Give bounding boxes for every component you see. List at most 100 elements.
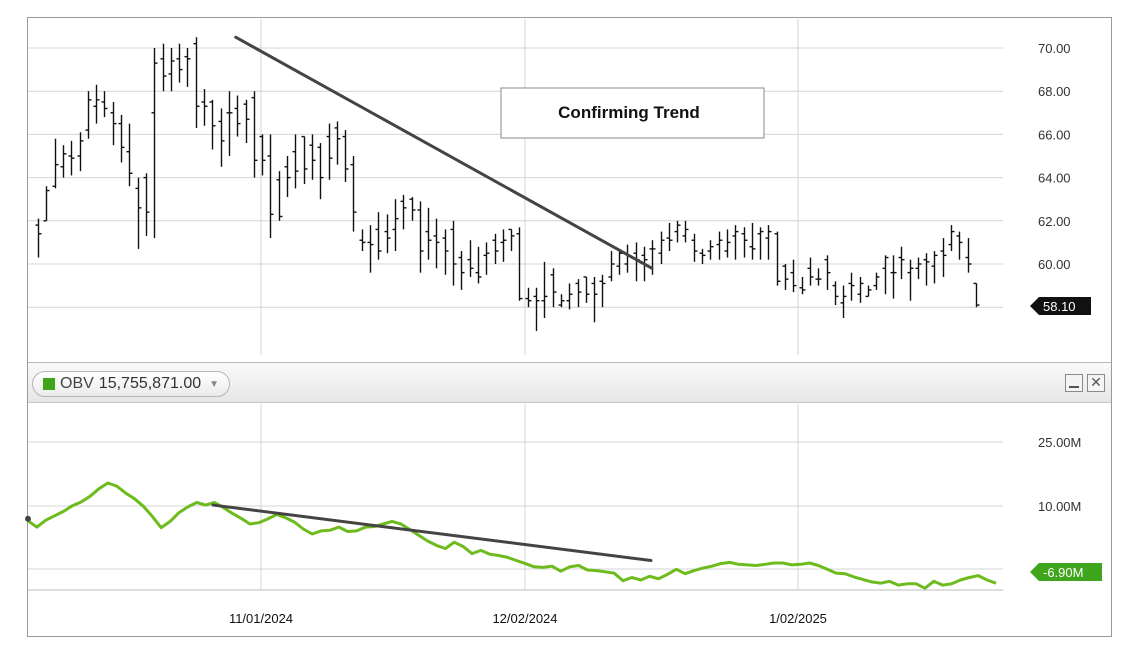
obv-start-marker [25, 515, 31, 522]
indicator-name: OBV [60, 375, 94, 392]
ohlc-bar [135, 177, 142, 249]
ohlc-bar [624, 244, 631, 273]
price-badge-shape [1030, 297, 1091, 315]
ohlc-bar [201, 89, 208, 126]
ohlc-bar [608, 251, 615, 282]
ohlc-bar [790, 259, 797, 293]
ohlc-bar [807, 257, 814, 286]
ohlc-bar [334, 121, 341, 165]
ohlc-bar [251, 91, 258, 178]
ohlc-bar [176, 43, 183, 83]
price-tick-label: 66.00 [1038, 127, 1071, 142]
ohlc-bar [674, 220, 681, 243]
ohlc-bar [815, 268, 822, 286]
ohlc-bar [60, 145, 67, 178]
obv-trendline [211, 503, 653, 562]
ohlc-bar [350, 156, 357, 232]
ohlc-bar [417, 201, 424, 273]
ohlc-bar [458, 251, 465, 290]
ohlc-bar [101, 91, 108, 118]
ohlc-bar [525, 287, 532, 308]
ohlc-bar [508, 228, 515, 252]
price-tick-label: 62.00 [1038, 214, 1071, 229]
ohlc-bar [682, 220, 689, 243]
ohlc-bar [309, 134, 316, 180]
price-axis: 60.00 62.00 64.00 66.00 68.00 70.00 [1038, 41, 1071, 272]
minimize-icon[interactable] [1065, 374, 1083, 392]
ohlc-bar [965, 238, 972, 273]
ohlc-bar [799, 276, 806, 295]
obv-badge-shape [1030, 563, 1102, 581]
ohlc-bar [749, 222, 756, 260]
ohlc-bar [890, 255, 897, 299]
ohlc-bar [160, 43, 167, 92]
ohlc-bar [699, 248, 706, 264]
price-tick-label: 60.00 [1038, 257, 1071, 272]
ohlc-bar [956, 231, 963, 260]
ohlc-bar [184, 48, 191, 87]
price-last-label: 58.10 [1043, 299, 1076, 314]
ohlc-bar [898, 246, 905, 280]
obv-last-badge: -6.90M [1030, 563, 1102, 581]
ohlc-bar [292, 134, 299, 189]
ohlc-bar [93, 84, 100, 124]
price-tick-label: 70.00 [1038, 41, 1071, 56]
ohlc-bar [52, 138, 59, 189]
x-tick-label: 12/02/2024 [492, 611, 557, 626]
ohlc-bar [392, 199, 399, 252]
ohlc-bar [68, 140, 75, 176]
ohlc-bar [301, 135, 308, 185]
ohlc-bar [475, 246, 482, 284]
ohlc-bar [940, 238, 947, 277]
obv-tick-label: 25.00M [1038, 435, 1081, 450]
ohlc-bar [575, 279, 582, 308]
ohlc-bar [741, 227, 748, 258]
ohlc-bar [824, 255, 831, 290]
ohlc-bar [359, 229, 366, 252]
ohlc-bar [151, 48, 158, 239]
ohlc-bar [757, 227, 764, 260]
ohlc-bar [284, 156, 291, 198]
obv-tick-label: 10.00M [1038, 499, 1081, 514]
indicator-value: 15,755,871.00 [98, 375, 202, 392]
ohlc-bar [110, 102, 117, 146]
ohlc-bar [658, 231, 665, 264]
obv-last-label: -6.90M [1043, 565, 1083, 580]
ohlc-bar [118, 114, 125, 163]
close-icon[interactable]: ✕ [1087, 374, 1105, 392]
ohlc-bar [691, 233, 698, 262]
ohlc-bar [724, 229, 731, 258]
ohlc-bar [234, 95, 241, 137]
ohlc-bar [143, 173, 150, 236]
ohlc-bar [317, 143, 324, 200]
indicator-selector[interactable]: OBV 15,755,871.00 ▼ [32, 371, 231, 397]
ohlc-bar [409, 197, 416, 221]
ohlc-bar [716, 231, 723, 260]
ohlc-bar [259, 134, 266, 176]
ohlc-bar [774, 231, 781, 286]
obv-grid [28, 404, 1003, 591]
ohlc-bar [193, 37, 200, 128]
ohlc-bar [550, 268, 557, 308]
ohlc-bar [226, 91, 233, 156]
price-trendline [234, 35, 654, 270]
ohlc-bar [77, 132, 84, 172]
ohlc-bar [873, 272, 880, 290]
ohlc-bar [243, 99, 250, 144]
ohlc-bar [209, 99, 216, 150]
obv-line [27, 481, 997, 590]
ohlc-bar [267, 134, 274, 239]
x-tick-label: 1/02/2025 [769, 611, 827, 626]
ohlc-bar [848, 272, 855, 301]
ohlc-bar [558, 294, 565, 308]
ohlc-bar [126, 123, 133, 187]
ohlc-bar [782, 264, 789, 290]
ohlc-bar [948, 225, 955, 252]
ohlc-bar [599, 274, 606, 308]
ohlc-bar [907, 259, 914, 301]
price-tick-label: 64.00 [1038, 171, 1071, 186]
ohlc-bar [882, 255, 889, 295]
ohlc-bar [857, 276, 864, 303]
ohlc-bar [218, 108, 225, 167]
